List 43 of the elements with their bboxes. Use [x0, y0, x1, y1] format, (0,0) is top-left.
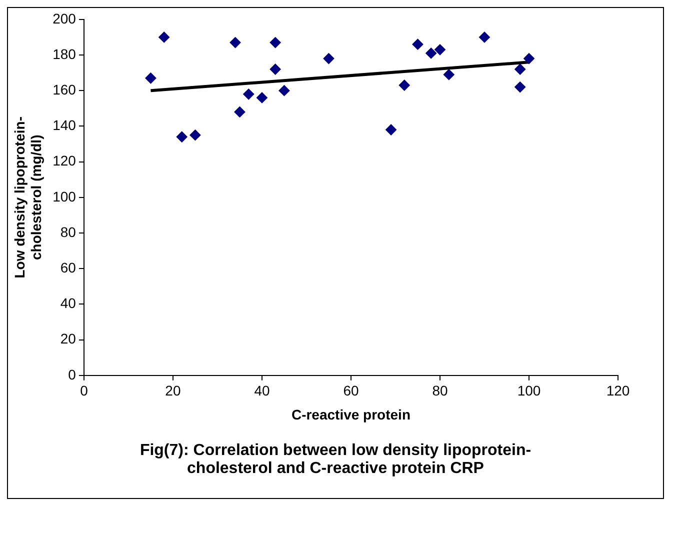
- point: [176, 131, 188, 142]
- point: [323, 53, 334, 64]
- y-tick-label: 60: [60, 259, 76, 276]
- y-tick-label: 0: [68, 366, 76, 382]
- y-tick-label: 200: [52, 10, 76, 26]
- point: [230, 37, 241, 48]
- point: [426, 48, 437, 59]
- point: [523, 53, 534, 64]
- point: [278, 85, 290, 96]
- point: [443, 69, 454, 80]
- point: [514, 64, 526, 75]
- y-tick-label: 100: [52, 188, 76, 204]
- x-tick-label: 20: [165, 382, 181, 399]
- point: [270, 64, 281, 75]
- point: [243, 88, 254, 100]
- y-tick-label: 80: [60, 224, 76, 240]
- point: [434, 44, 446, 56]
- point: [190, 130, 201, 141]
- point: [145, 72, 156, 84]
- point: [514, 82, 526, 93]
- y-tick-label: 140: [52, 117, 76, 134]
- x-tick-label: 60: [343, 382, 359, 399]
- x-tick-label: 0: [80, 382, 88, 399]
- y-tick-label: 20: [60, 330, 76, 347]
- point: [270, 37, 281, 48]
- x-tick-label: 120: [606, 382, 630, 399]
- x-tick-label: 40: [254, 382, 270, 399]
- y-axis-title: Low density lipoprotein-cholesterol (mg/dl): [11, 116, 44, 278]
- y-tick-label: 120: [52, 152, 76, 169]
- y-tick-label: 180: [52, 46, 76, 62]
- text: Fig(7): Correlation between low density lipoprotein-cholesterol and C-reactive protein CRP: [138, 442, 532, 478]
- point: [412, 38, 424, 50]
- y-tick-label: 160: [52, 81, 76, 98]
- point: [234, 106, 246, 118]
- point: [398, 80, 410, 91]
- point: [256, 92, 268, 104]
- y-tick-label: 40: [60, 295, 76, 312]
- point: [158, 32, 170, 43]
- x-tick-label: 100: [517, 382, 541, 399]
- point: [386, 124, 397, 136]
- x-tick-label: 80: [432, 382, 448, 399]
- x-axis-title: C-reactive protein: [291, 406, 411, 422]
- point: [478, 32, 490, 43]
